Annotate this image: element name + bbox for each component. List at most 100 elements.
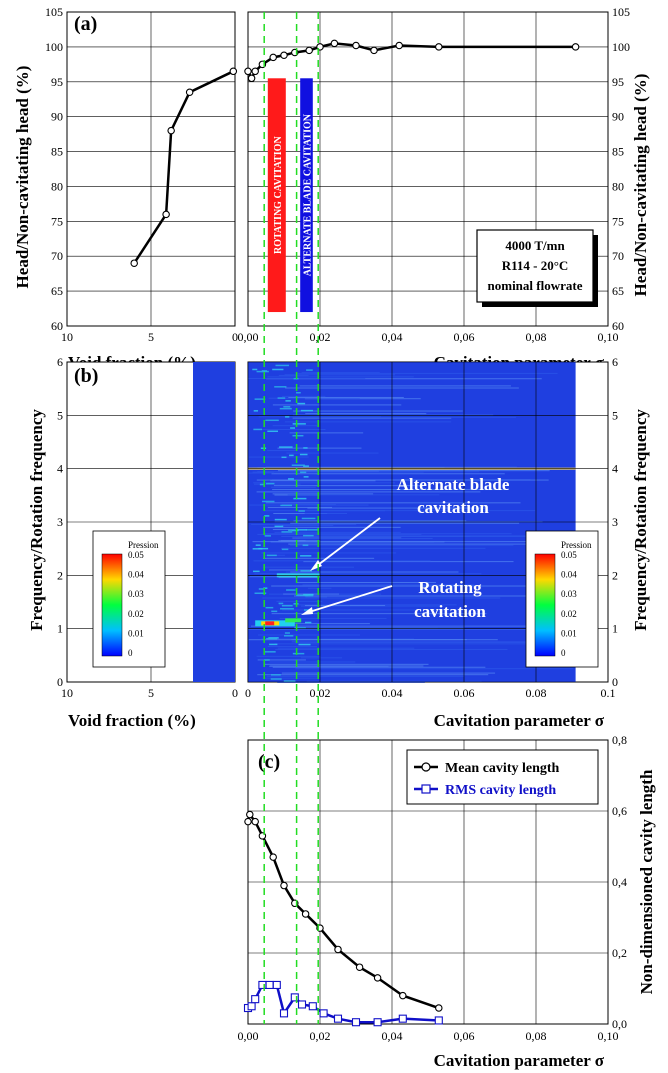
tick-label: 0	[57, 675, 63, 689]
spectrum-streak	[290, 544, 514, 546]
spectrum-streak	[279, 604, 457, 606]
spectrum-streak	[284, 421, 452, 423]
spectrum-streak	[275, 648, 508, 650]
tick-label: 5	[612, 408, 618, 422]
tick-label: 0,8	[612, 733, 627, 747]
spectrum-streak	[271, 613, 487, 615]
tick-label: 70	[612, 249, 624, 263]
panel-b: 0 01 12 23 34 45 56 610 5 0 0 0.02 0.04 0.06 0.08 0.1 (…	[27, 355, 650, 730]
spectrum-streak	[306, 680, 482, 682]
spectrum-streak	[252, 541, 568, 543]
rms-cavity-point	[247, 1002, 256, 1011]
spectrum-streak	[262, 677, 319, 679]
spectrum-streak	[307, 416, 517, 418]
spectrum-streak	[292, 423, 306, 425]
legend-mean-label: Mean cavity length	[445, 761, 560, 776]
spectrum-streak	[279, 446, 293, 448]
spectrum-streak	[249, 576, 289, 578]
mean-cavity-point	[280, 881, 288, 890]
spectrum-streak	[265, 482, 275, 485]
spectrum-streak	[281, 525, 334, 527]
spectrum-streak	[272, 666, 486, 668]
head-sigma-point	[352, 41, 360, 50]
head-sigma-point	[247, 74, 256, 83]
legend-c-frame	[406, 749, 599, 805]
panel-c-ylabel: Non-dimensioned cavity length	[637, 769, 656, 994]
colorbar-tick-label: 0.02	[128, 609, 144, 619]
spectrum-streak	[307, 587, 332, 589]
colorbar-tick-label: 0.03	[128, 589, 144, 599]
colorbar-tick-label: 0.02	[561, 609, 577, 619]
spectrum-streak	[256, 655, 321, 657]
head-void-point	[162, 210, 170, 219]
colorbar-left: Pression 0.05 0.04 0.03 0.02 0.01 0	[92, 530, 166, 668]
spectrum-streak	[254, 573, 482, 575]
colorbar-left-ticks: 0.05 0.04 0.03 0.02 0.01 0	[128, 550, 144, 658]
spectrum-streak	[300, 569, 312, 572]
panel-b-xlabel-left: Void fraction (%)	[68, 711, 196, 730]
tick-label: 75	[612, 214, 624, 228]
annotation-alternate-line-1: Alternate blade	[397, 475, 510, 494]
spectrum-streak	[293, 497, 307, 500]
spectrum-streak	[305, 413, 427, 415]
spectrum-streak	[288, 529, 298, 531]
spectrum-streak	[303, 534, 314, 537]
spectrum-streak	[300, 555, 312, 557]
tick-label: 0.1	[601, 686, 616, 700]
rms-cavity-point	[373, 1018, 382, 1027]
info-box-frame	[476, 229, 594, 303]
panel-a-bands: ROTATING CAVITATION ALTERNATE BLADE CAVIT…	[267, 78, 314, 313]
panel-a: ROTATING CAVITATION ALTERNATE BLADE CAVIT…	[13, 5, 650, 372]
spectrum-streak	[272, 368, 284, 371]
arrow-alternate-head	[310, 560, 322, 571]
tick-label: 90	[51, 110, 63, 124]
panel-c-label: (c)	[258, 751, 280, 773]
spectrum-streak	[256, 491, 481, 493]
spectrum-streak	[304, 398, 421, 400]
spectrum-streak	[303, 593, 314, 596]
head-sigma-point	[435, 43, 443, 51]
spectrum-streak	[292, 652, 305, 655]
tick-label: 0	[612, 675, 618, 689]
spectrum-streak	[282, 503, 336, 505]
info-box-line-2: R114 - 20°C	[502, 258, 569, 273]
spectrum-streak	[274, 643, 564, 645]
spectrum-streak	[281, 531, 293, 533]
mean-cavity-point	[301, 910, 310, 918]
head-void-point	[167, 126, 175, 135]
band-alternate	[300, 78, 313, 313]
spectrum-streak	[303, 609, 312, 611]
spectrum-streak	[283, 635, 294, 637]
band-rotating	[267, 78, 286, 313]
spectrum-streak	[252, 368, 258, 371]
annotation-rotating-line-1: Rotating	[418, 578, 482, 597]
spectrum-streak	[265, 419, 279, 422]
spectrum-streak	[285, 387, 519, 389]
mean-cavity-point	[246, 810, 254, 819]
head-sigma-point	[251, 67, 259, 76]
spectrum-streak	[294, 627, 306, 629]
spectrum-streak	[297, 582, 436, 584]
spectrum-streak	[261, 370, 268, 372]
tick-label: 70	[51, 249, 63, 263]
spectrum-streak	[303, 561, 514, 563]
mean-cavity-point	[334, 945, 342, 954]
spectrum-streak	[290, 522, 520, 524]
spectrum-streak	[257, 533, 422, 535]
spectrum-streak	[253, 570, 260, 573]
spectrum-streak	[300, 471, 307, 474]
tick-label: 3	[612, 515, 618, 529]
spectrum-streak	[263, 566, 354, 568]
head-sigma-point	[571, 43, 580, 51]
spectrum-streak	[282, 395, 326, 397]
spectrum-left-strip	[193, 362, 235, 682]
rms-cavity-point	[272, 980, 281, 990]
tick-label: 0,04	[382, 330, 403, 344]
spectrum-streak	[299, 453, 308, 456]
spectrum-streak	[258, 634, 361, 636]
spectrum-streak	[255, 544, 261, 546]
spectrum-streak	[263, 663, 429, 665]
tick-label: 0,08	[526, 330, 547, 344]
panel-c: 0,00,20,40,60,80,00 0,02 0,04 0,06 0,08 0,10 …	[238, 733, 657, 1070]
legend-mean-marker	[421, 762, 431, 772]
